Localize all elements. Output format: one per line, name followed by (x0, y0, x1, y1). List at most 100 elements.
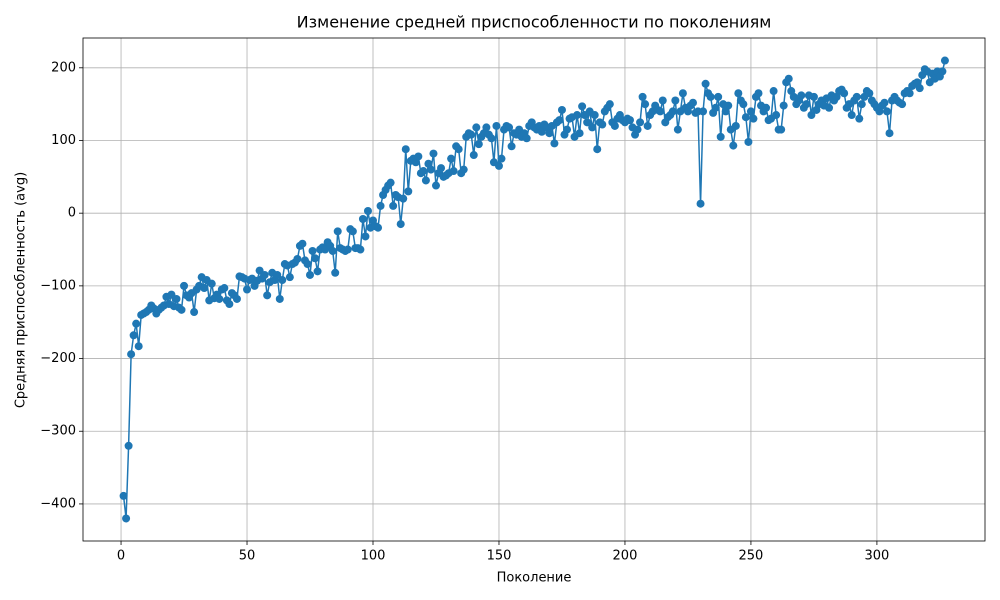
data-point (389, 201, 398, 210)
data-point (880, 98, 889, 107)
data-point (200, 284, 209, 293)
data-point (855, 114, 864, 123)
axes-frame (82, 37, 986, 542)
x-tick-label: 300 (864, 549, 889, 564)
data-point (260, 270, 269, 279)
data-point (729, 141, 738, 150)
data-point (275, 294, 284, 303)
data-point (605, 100, 614, 109)
data-point (578, 102, 587, 111)
data-point (550, 139, 559, 148)
data-point (363, 206, 372, 215)
data-point (905, 89, 914, 98)
data-point (898, 100, 907, 109)
data-point (331, 268, 340, 277)
data-point (487, 134, 496, 143)
data-point (809, 92, 818, 101)
x-axis-label: Поколение (497, 571, 572, 586)
chart-title: Изменение средней приспособленности по п… (297, 13, 772, 32)
data-point (701, 79, 710, 88)
data-point (328, 246, 337, 255)
data-point (575, 129, 584, 138)
data-point (190, 308, 199, 317)
data-point (940, 56, 949, 65)
y-tick-label: −300 (40, 424, 76, 439)
x-tick-label: 50 (239, 549, 256, 564)
data-point (641, 100, 650, 109)
data-point (656, 107, 665, 116)
data-point (399, 194, 408, 203)
data-point (180, 281, 189, 290)
data-point (588, 123, 597, 132)
x-tick-label: 200 (613, 549, 638, 564)
data-point (232, 294, 241, 303)
data-point (419, 167, 428, 176)
data-point (784, 74, 793, 83)
data-point (671, 96, 680, 105)
data-point (348, 227, 357, 236)
data-point (505, 123, 514, 132)
data-point (358, 214, 367, 223)
data-point (522, 134, 531, 143)
data-point (696, 199, 705, 208)
data-point (132, 319, 141, 328)
data-point (278, 276, 287, 285)
data-point (772, 111, 781, 120)
data-point (494, 161, 503, 170)
data-point (852, 92, 861, 101)
data-point (668, 107, 677, 116)
data-point (746, 107, 755, 116)
data-point (482, 123, 491, 132)
data-point (598, 120, 607, 129)
data-point (225, 300, 234, 309)
x-tick-label: 150 (487, 549, 512, 564)
data-point (688, 98, 697, 107)
data-point (507, 142, 516, 151)
data-point (437, 164, 446, 173)
data-point (207, 279, 216, 288)
data-point (293, 254, 302, 263)
data-point (731, 121, 740, 130)
data-point (678, 89, 687, 98)
data-point (769, 87, 778, 96)
data-point (303, 260, 312, 269)
data-point (636, 118, 645, 127)
grid (83, 38, 985, 541)
data-point (356, 245, 365, 254)
data-point (625, 116, 634, 125)
data-point (298, 239, 307, 248)
data-point (633, 125, 642, 134)
data-point (313, 267, 322, 276)
y-tick-label: 200 (51, 60, 76, 75)
data-point (739, 100, 748, 109)
x-tick-label: 0 (117, 549, 125, 564)
data-point (333, 227, 342, 236)
data-point (447, 154, 456, 163)
data-point (421, 176, 430, 185)
data-point (716, 132, 725, 141)
data-point (122, 514, 131, 523)
x-tick-label: 250 (739, 549, 764, 564)
x-tick-label: 100 (361, 549, 386, 564)
data-point (699, 107, 708, 116)
data-point (610, 121, 619, 130)
data-point (724, 101, 733, 110)
data-point (563, 125, 572, 134)
y-axis-label: Средняя приспособленность (avg) (14, 172, 29, 408)
data-point (643, 121, 652, 130)
data-point (311, 254, 320, 263)
data-point (882, 107, 891, 116)
data-point (777, 125, 786, 134)
data-point (573, 111, 582, 120)
data-point (711, 103, 720, 112)
data-point (127, 350, 136, 359)
y-tick-label: 100 (51, 133, 76, 148)
data-point (857, 100, 866, 109)
data-point (658, 96, 667, 105)
data-point (825, 103, 834, 112)
data-point (938, 67, 947, 76)
data-point (749, 114, 758, 123)
data-point (741, 113, 750, 122)
